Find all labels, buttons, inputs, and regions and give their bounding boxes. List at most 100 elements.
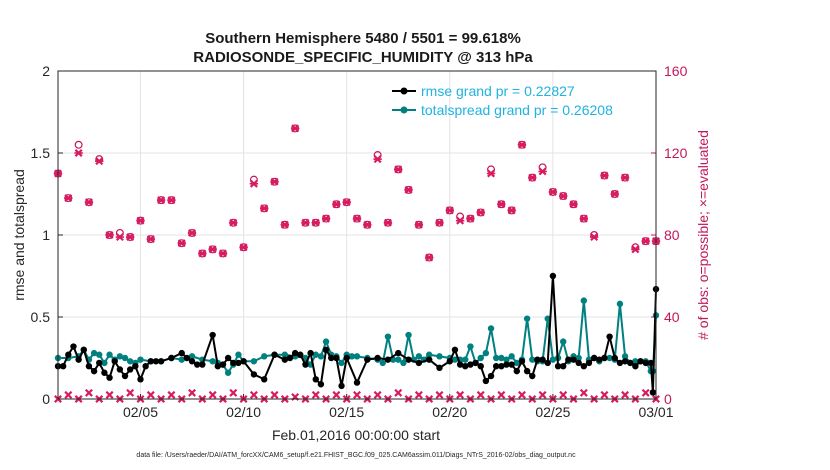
totalspread-point [451,356,459,363]
rmse-point [467,361,474,368]
obs-bottom-stroke [249,390,258,399]
obs-bottom-point [476,390,485,399]
obs-bottom-stroke [332,390,341,399]
totalspread-point [384,333,392,340]
legend-rmse-label: rmse grand pr = 0.22827 [421,83,575,99]
obs-bottom-point [84,388,93,397]
obs-bottom-point [559,390,568,399]
obs-evaluated-point [177,239,186,248]
rmse-point [152,358,160,365]
rmse-point [90,367,98,375]
plot-frame [57,70,657,400]
totalspread-point [137,356,144,363]
obs-bottom-stroke [579,388,588,397]
obs-evaluated-point [156,196,166,205]
y-axis-label: rmse and totalspread [11,169,27,301]
obs-bottom-stroke [188,388,197,397]
obs-evaluated-point [620,173,630,182]
rmse-point [585,359,593,367]
obs-layer [53,124,661,403]
totalspread-point [415,353,423,360]
obs-bottom-point [600,390,609,399]
rmse-point [137,376,144,383]
obs-evaluated-point [486,169,496,178]
x-tick-label: 02/20 [432,404,467,420]
obs-bottom-point [456,390,465,399]
obs-evaluated-point [218,249,228,258]
obs-evaluated-point [136,216,145,225]
totalspread-point [575,354,582,362]
obs-evaluated-point [528,173,537,182]
rmse-point [116,366,124,373]
rmse-point [554,363,562,370]
obs-bottom-stroke [126,388,135,397]
rmse-point [590,354,598,362]
obs-bottom-point [497,390,506,399]
totalspread-point [467,343,474,350]
y2-tick-label: 40 [664,309,680,325]
rmse-point [462,363,469,370]
chart-title-line2: RADIOSONDE_SPECIFIC_HUMIDITY @ 313 hPa [193,49,533,66]
rmse-point [209,331,216,339]
totalspread-point [121,354,129,362]
rmse-point [178,349,185,357]
obs-bottom-stroke [559,390,568,399]
totalspread-point [513,359,521,367]
obs-evaluated-point [383,218,393,227]
totalspread-point [188,353,196,360]
totalspread-point [235,351,242,358]
legend-rmse-marker [400,87,408,95]
obs-bottom-stroke [456,390,465,399]
rmse-point [492,363,500,370]
obs-bottom-point [579,388,588,397]
obs-evaluated-point [538,167,547,176]
obs-evaluated-point [589,233,599,242]
obs-bottom-stroke [105,390,114,399]
rmse-point [59,363,67,370]
obs-bottom-stroke [394,388,403,397]
obs-evaluated-point [497,200,506,209]
y2-tick-label: 80 [664,227,680,243]
obs-evaluated-point [548,187,558,196]
y-tick-label: 2 [42,63,50,79]
rmse-point [157,358,165,365]
obs-evaluated-point [229,218,238,227]
rmse-point [544,359,551,367]
obs-bottom-stroke [476,390,485,399]
rmse-point [446,358,453,365]
totalspread-point [312,351,319,358]
x-tick-label: 02/10 [226,404,261,420]
obs-bottom-stroke [270,390,279,399]
totalspread-point [503,356,510,363]
obs-bottom-stroke [621,390,630,399]
obs-evaluated-point [290,124,300,133]
totalspread-point [462,356,469,363]
totalspread-point [498,354,505,362]
totalspread-point [348,353,356,360]
obs-evaluated-point [239,243,248,252]
rmse-point [425,356,433,363]
obs-evaluated-point [249,179,259,188]
totalspread-point [106,351,113,358]
rmse-point [219,361,227,368]
rmse-point [580,363,588,370]
totalspread-point [492,354,500,362]
obs-bottom-stroke [600,390,609,399]
obs-bottom-point [517,390,526,399]
x-axis-label: Feb.01,2016 00:00:00 start [272,427,440,443]
totalspread-point [395,356,402,363]
rmse-point [307,349,314,357]
legend: rmse grand pr = 0.22827 totalspread gran… [392,83,613,118]
obs-evaluated-point [445,206,454,215]
obs-evaluated-point [198,249,207,258]
obs-bottom-stroke [311,390,320,399]
rmse-point [451,346,459,353]
rmse-point [539,356,546,363]
totalspread-point [482,349,490,357]
obs-evaluated-point [373,155,382,164]
obs-evaluated-point [404,185,413,194]
obs-evaluated-point [84,198,94,207]
totalspread-point [379,359,386,367]
rmse-point [353,379,361,386]
rmse-point [106,374,113,381]
